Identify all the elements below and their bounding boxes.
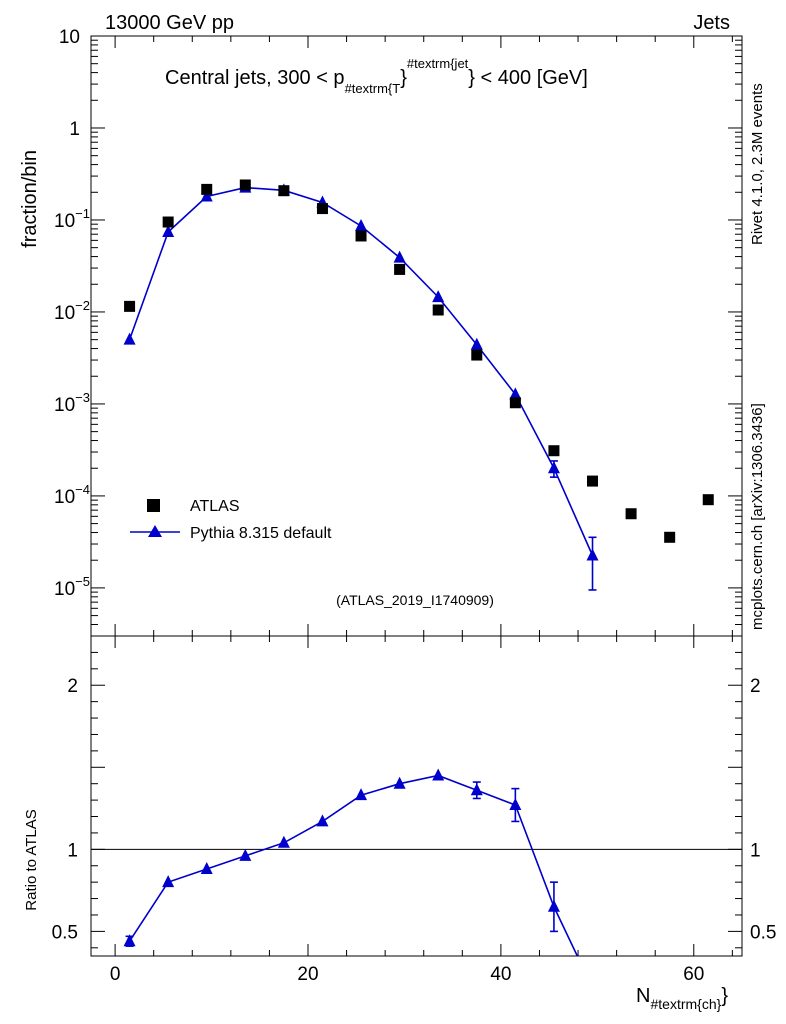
title-superscript: #textrm{jet — [407, 56, 469, 71]
pythia-point — [355, 218, 368, 231]
atlas-point — [316, 203, 328, 215]
pythia-point — [547, 461, 560, 474]
ratio-point — [355, 788, 368, 801]
pythia-point — [586, 548, 599, 561]
atlas-point — [548, 445, 560, 457]
ratio-point — [123, 934, 136, 947]
ratio-point — [277, 835, 290, 848]
ratio-y-tick-label-left: 0.5 — [52, 922, 78, 943]
pythia-point — [470, 337, 483, 350]
ratio-ylabel: Ratio to ATLAS — [23, 809, 40, 910]
atlas-point — [201, 183, 213, 195]
legend-pythia-label: Pythia 8.315 default — [190, 525, 332, 542]
pythia-point — [509, 387, 522, 400]
ratio-frame — [90, 635, 743, 957]
y-tick-label: 10−4 — [54, 482, 90, 508]
atlas-point — [702, 494, 714, 506]
atlas-point — [239, 179, 251, 191]
legend-atlas-marker — [147, 499, 160, 512]
atlas-point — [124, 300, 136, 312]
main-ylabel: fraction/bin — [19, 150, 41, 248]
header-right: Jets — [693, 12, 730, 34]
atlas-point — [471, 349, 483, 361]
ratio-point — [509, 798, 522, 811]
analysis-watermark: (ATLAS_2019_I1740909) — [336, 592, 494, 608]
x-tick-label: 60 — [683, 964, 704, 985]
ratio-y-tick-label-left: 1 — [67, 840, 78, 861]
atlas-point — [432, 304, 444, 316]
legend-pythia-marker — [148, 525, 162, 537]
mcplots-info: mcplots.cern.ch [arXiv:1306.3436] — [749, 403, 766, 630]
y-tick-label: 10−2 — [54, 298, 90, 324]
atlas-point — [394, 263, 406, 275]
atlas-point — [278, 185, 290, 197]
ratio-point — [470, 783, 483, 796]
xlabel-sub: #textrm{ch} — [650, 996, 721, 1012]
header-left: 13000 GeV pp — [105, 12, 234, 34]
ratio-data — [123, 768, 579, 956]
ratio-point — [316, 814, 329, 827]
title-subscript: #textrm{T — [345, 81, 401, 96]
pythia-point — [432, 290, 445, 303]
main-data — [123, 179, 714, 591]
title-prefix: Central jets, 300 < p — [165, 67, 345, 89]
atlas-point — [509, 397, 521, 409]
title-mid: } — [400, 67, 407, 89]
ratio-point — [432, 768, 445, 781]
main-frame — [90, 35, 743, 637]
y-tick-label: 10−3 — [54, 390, 90, 416]
atlas-point — [587, 475, 599, 487]
title-suffix: } < 400 [GeV] — [468, 67, 588, 89]
atlas-point — [664, 531, 676, 543]
x-tick-label: 40 — [490, 964, 511, 985]
atlas-point — [625, 508, 637, 520]
rivet-info: Rivet 4.1.0, 2.3M events — [749, 83, 766, 245]
ratio-point — [547, 899, 560, 912]
y-tick-label: 10−1 — [54, 206, 90, 232]
ratio-y-tick-label-left: 2 — [67, 676, 78, 697]
pythia-point — [123, 332, 136, 345]
y-tick-label: 1 — [69, 119, 80, 140]
legend-atlas-label: ATLAS — [190, 498, 240, 515]
ratio-point — [393, 776, 406, 789]
ratio-y-tick-label-right: 0.5 — [750, 922, 776, 943]
ratio-y-tick-label-right: 1 — [750, 840, 761, 861]
pythia-point — [393, 250, 406, 263]
x-tick-label: 0 — [110, 964, 121, 985]
pythia-point — [162, 224, 175, 237]
ratio-y-tick-label-right: 2 — [750, 676, 761, 697]
main-title: Central jets, 300 < p#textrm{T}#textrm{j… — [165, 56, 588, 96]
ratio-point — [200, 862, 213, 875]
ratio-xlabel: N#textrm{ch}} — [636, 985, 728, 1012]
atlas-point — [355, 230, 367, 242]
xlabel-main: N — [636, 985, 650, 1007]
ratio-point — [239, 848, 252, 861]
ratio-point — [162, 875, 175, 888]
xlabel-close: } — [721, 985, 728, 1007]
ratio-panel: 0 20 40 60 0.5 0.5 1 1 2 2 — [52, 36, 776, 985]
atlas-point — [162, 216, 174, 228]
pythia-point — [200, 189, 213, 202]
y-tick-label: 10 — [59, 27, 80, 48]
main-panel: 10 1 10−1 10−2 10−3 10−4 10−5 — [54, 27, 743, 956]
x-tick-label: 20 — [297, 964, 318, 985]
y-tick-label: 10−5 — [54, 574, 90, 600]
